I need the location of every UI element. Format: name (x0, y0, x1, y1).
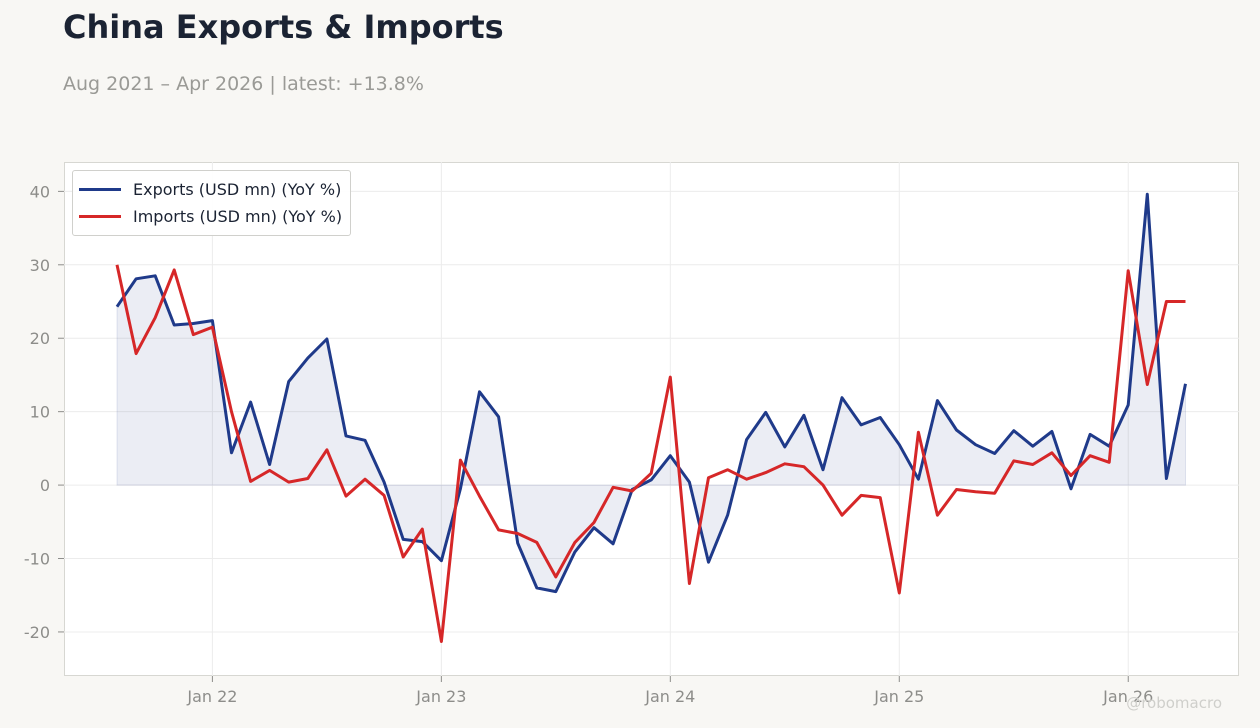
watermark: @robomacro (1126, 694, 1222, 712)
x-tick-label: Jan 26 (1102, 687, 1153, 706)
chart-subtitle: Aug 2021 – Apr 2026 | latest: +13.8% (63, 73, 424, 95)
x-tick-label: Jan 23 (415, 687, 466, 706)
legend-label-exports: Exports (USD mn) (YoY %) (133, 180, 342, 199)
legend-swatch-imports (79, 215, 121, 218)
legend-label-imports: Imports (USD mn) (YoY %) (133, 207, 343, 226)
y-tick-label: 30 (30, 256, 50, 275)
legend-swatch-exports (79, 188, 121, 191)
legend: Exports (USD mn) (YoY %) Imports (USD mn… (72, 170, 352, 236)
x-tick-label: Jan 22 (186, 687, 237, 706)
plot-area (64, 162, 1239, 676)
y-tick-label: 40 (30, 182, 50, 201)
y-tick-label: 0 (40, 476, 50, 495)
series-line-exports (115, 192, 1187, 594)
legend-item-imports: Imports (USD mn) (YoY %) (79, 203, 342, 230)
y-tick-label: -10 (24, 550, 50, 569)
chart-title: China Exports & Imports (63, 8, 504, 46)
x-tick-label: Jan 25 (873, 687, 924, 706)
y-tick-label: -20 (24, 623, 50, 642)
x-tick-label: Jan 24 (644, 687, 695, 706)
legend-item-exports: Exports (USD mn) (YoY %) (79, 176, 342, 203)
series-area-exports (116, 194, 1186, 593)
series-line-imports (115, 264, 1186, 643)
y-tick-label: 10 (30, 403, 50, 422)
y-tick-label: 20 (30, 329, 50, 348)
